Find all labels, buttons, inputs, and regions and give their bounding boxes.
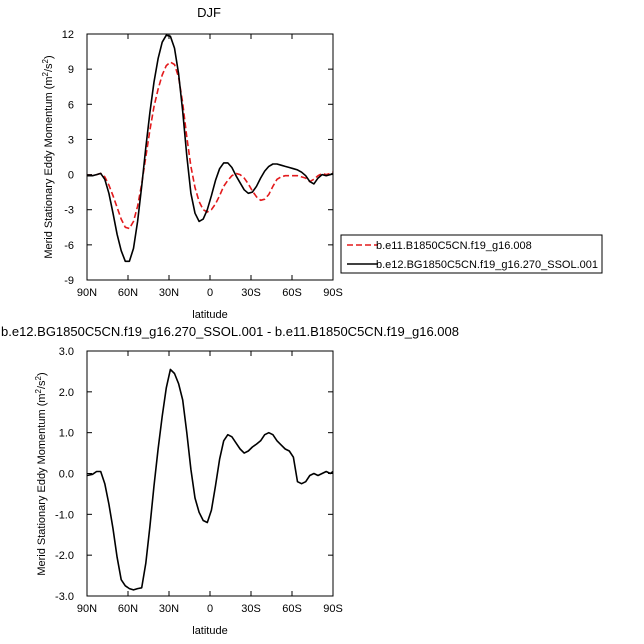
y-tick-label: 0 [68, 170, 74, 182]
y-tick-label: 3.0 [59, 346, 74, 358]
y-tick-label: 0.0 [59, 469, 74, 481]
bottom-y-axis: -3.0 -2.0 -1.0 0.0 1.0 2.0 3.0 [55, 346, 333, 603]
y-tick-label: -2.0 [55, 550, 74, 562]
legend-label-series-1: b.e11.B1850C5CN.f19_g16.008 [376, 240, 532, 252]
bottom-y-axis-label: Merid Stationary Eddy Momentum (m2/s2) [34, 372, 49, 575]
x-tick-label: 60N [118, 287, 138, 299]
x-tick-label: 30S [241, 287, 261, 299]
x-tick-label: 30N [159, 287, 179, 299]
top-series-group [87, 34, 334, 263]
bottom-panel: b.e12.BG1850C5CN.f19_g16.270_SSOL.001 - … [1, 324, 459, 637]
bottom-panel-title: b.e12.BG1850C5CN.f19_g16.270_SSOL.001 - … [1, 324, 459, 339]
legend-label-series-2: b.e12.BG1850C5CN.f19_g16.270_SSOL.001 [376, 259, 598, 271]
bottom-x-axis: 90N 60N 30N 0 30S 60S 90S [77, 351, 343, 615]
x-tick-label: 0 [207, 287, 213, 299]
y-tick-label: -9 [64, 275, 74, 287]
x-tick-label: 30S [241, 603, 261, 615]
top-panel: DJF 90N 60N 30N 0 30S 60S 90S -9 -6 -3 0 3 6 9 12 lat… [41, 5, 343, 321]
y-tick-label: 2.0 [59, 387, 74, 399]
x-tick-label: 90N [77, 603, 97, 615]
x-tick-label: 30N [159, 603, 179, 615]
y-tick-label: 12 [62, 29, 74, 41]
y-tick-label: 9 [68, 64, 74, 76]
y-tick-label: 6 [68, 99, 74, 111]
x-tick-label: 90S [323, 287, 343, 299]
bottom-plot-frame [86, 350, 334, 597]
y-tick-label: 1.0 [59, 428, 74, 440]
top-plot-frame [86, 33, 334, 281]
x-tick-label: 0 [207, 603, 213, 615]
legend: b.e11.B1850C5CN.f19_g16.008 b.e12.BG1850… [340, 234, 603, 274]
x-tick-label: 60S [282, 287, 302, 299]
legend-box [340, 234, 603, 274]
x-tick-label: 90N [77, 287, 97, 299]
series-line-2 [87, 34, 334, 263]
top-y-axis-label: Merid Stationary Eddy Momentum (m2/s2) [41, 55, 56, 258]
top-y-axis: -9 -6 -3 0 3 6 9 12 [62, 29, 333, 287]
y-tick-label: -3.0 [55, 591, 74, 603]
y-tick-label: -1.0 [55, 509, 74, 521]
series-line-1 [87, 61, 334, 230]
y-tick-label: 3 [68, 134, 74, 146]
x-tick-label: 90S [323, 603, 343, 615]
series-line-1 [86, 368, 334, 591]
top-x-axis: 90N 60N 30N 0 30S 60S 90S [77, 34, 343, 299]
top-panel-title: DJF [197, 5, 221, 20]
y-tick-label: -3 [64, 205, 74, 217]
x-tick-label: 60S [282, 603, 302, 615]
bottom-x-axis-label: latitude [192, 625, 227, 637]
x-tick-label: 60N [118, 603, 138, 615]
top-x-axis-label: latitude [192, 309, 227, 321]
bottom-series-group [86, 368, 334, 591]
y-tick-label: -6 [64, 240, 74, 252]
